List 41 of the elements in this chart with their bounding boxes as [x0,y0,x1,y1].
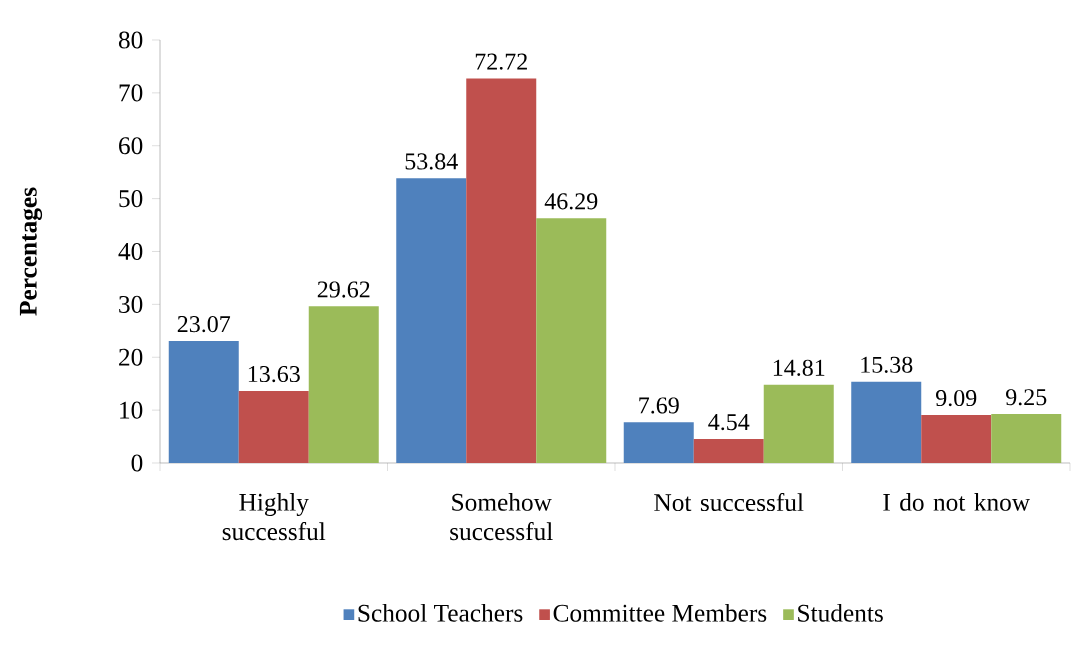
x-tick-label: I do not know [883,493,1030,511]
y-tick-label: 70 [119,84,143,102]
bar [238,390,309,463]
bar [693,438,764,463]
data-label: 9.09 [936,389,977,407]
bar [623,422,694,463]
data-label: 23.07 [177,316,231,333]
y-tick-label: 20 [119,348,143,366]
y-tick-label: 0 [131,454,143,472]
bar [991,414,1062,463]
bar [466,78,537,463]
y-tick-label: 30 [119,295,143,313]
x-tick-label: Not successful [654,493,804,512]
legend-label: Students [798,603,883,622]
data-label: 7.69 [639,397,679,414]
data-label: 53.84 [405,153,458,170]
y-tick-label: 60 [119,137,143,155]
data-label: 15.38 [861,356,913,373]
data-label: 4.54 [708,414,750,431]
y-tick-label: 40 [118,242,143,261]
x-tick-label: Highly successful [222,493,326,541]
data-label: 72.72 [475,53,527,70]
bar [763,384,834,463]
y-tick-label: 50 [119,190,143,208]
y-axis-title: Percentages [19,187,43,316]
bar [168,341,239,463]
data-label: 9.25 [1006,389,1047,406]
bar [921,414,992,463]
bar [308,306,379,463]
data-label: 13.63 [248,365,300,383]
bar [396,178,467,463]
y-tick-label: 10 [120,401,143,419]
data-label: 29.62 [317,281,370,298]
bar [536,218,607,463]
y-tick-label: 80 [118,31,143,49]
bar [851,381,922,463]
legend-label: Committee Members [553,603,767,622]
x-tick-label: Somehow successful [450,493,553,541]
data-label: 46.29 [544,193,598,210]
data-label: 14.81 [773,359,825,376]
legend-label: School Teachers [358,603,523,622]
